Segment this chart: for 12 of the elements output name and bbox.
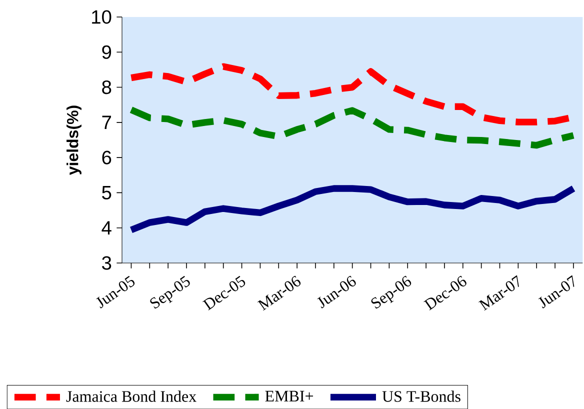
y-axis-title: yields(%): [66, 106, 82, 175]
y-tick-label: 5: [102, 186, 112, 200]
legend-label: US T-Bonds: [382, 390, 460, 402]
y-tick-label: 3: [102, 256, 112, 270]
y-tick-label: 7: [102, 116, 111, 130]
y-tick-label: 9: [102, 45, 112, 59]
legend-label: EMBI+: [265, 390, 314, 402]
y-tick-label: 10: [92, 10, 112, 24]
y-tick-label: 8: [102, 80, 112, 94]
y-tick-label: 4: [102, 221, 112, 234]
y-tick-label: 6: [102, 150, 112, 164]
legend-label: Jamaica Bond Index: [66, 390, 196, 402]
